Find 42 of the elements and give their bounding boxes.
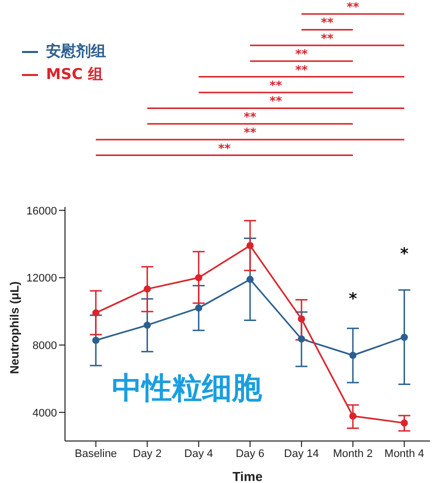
point: [400, 334, 408, 341]
point: [92, 336, 100, 344]
x-tick-label: Day 14: [284, 448, 319, 460]
y-axis-title: Neutrophils (μL): [7, 281, 22, 374]
significance-bracket: **: [96, 126, 404, 140]
significance-bracket: **: [301, 0, 404, 15]
point: [349, 352, 356, 359]
x-tick-label: Month 2: [333, 448, 373, 460]
significance-bracket: **: [96, 141, 353, 156]
legend-label: 安慰剂组: [46, 42, 106, 61]
annotation: 中性粒细胞: [112, 371, 263, 406]
x-tick-label: Day 6: [236, 448, 264, 460]
significance-bracket: **: [147, 94, 404, 109]
x-tick-label: Day 2: [132, 448, 162, 460]
x-tick-label: Month 4: [384, 448, 424, 460]
point: [195, 304, 202, 312]
point: [144, 285, 151, 293]
x-tick-label: Baseline: [74, 448, 117, 460]
point: [92, 309, 100, 316]
y-tick-label: 8000: [32, 340, 57, 352]
significance-bracket: **: [250, 31, 404, 46]
x-tick-label: Day 4: [184, 448, 214, 460]
significance-bracket: **: [301, 16, 353, 30]
point: [144, 322, 151, 329]
significance-bracket: **: [147, 110, 353, 125]
significance-mark: *: [348, 289, 358, 308]
point: [298, 335, 306, 343]
point: [400, 419, 408, 427]
significance-bracket: **: [198, 78, 353, 94]
point: [349, 412, 356, 420]
x-axis-title: Time: [232, 469, 263, 483]
point: [195, 274, 202, 282]
legend-label: MSC 组: [46, 65, 103, 84]
y-tick-label: 16000: [26, 205, 57, 218]
point: [246, 276, 254, 283]
y-tick-label: 12000: [26, 272, 57, 285]
significance-bracket: **: [250, 47, 353, 62]
significance-bracket: **: [198, 62, 404, 78]
significance-mark: *: [400, 244, 408, 263]
point: [246, 242, 254, 250]
point: [298, 315, 306, 323]
y-tick-label: 4000: [32, 407, 57, 420]
